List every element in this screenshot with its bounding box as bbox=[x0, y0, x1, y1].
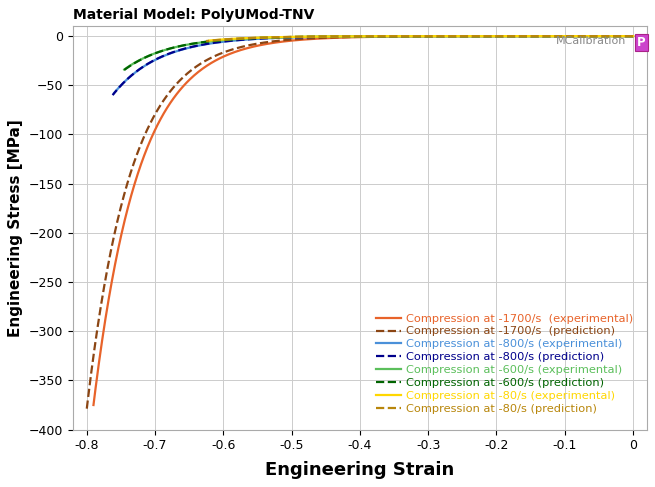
X-axis label: Engineering Strain: Engineering Strain bbox=[265, 461, 455, 479]
Legend: Compression at -1700/s  (experimental), Compression at -1700/s  (prediction), Co: Compression at -1700/s (experimental), C… bbox=[371, 309, 637, 418]
Y-axis label: Engineering Stress [MPa]: Engineering Stress [MPa] bbox=[9, 119, 24, 337]
Text: P: P bbox=[637, 37, 646, 49]
Text: MCalibration: MCalibration bbox=[556, 37, 627, 46]
Text: Material Model: PolyUMod-TNV: Material Model: PolyUMod-TNV bbox=[73, 8, 314, 22]
